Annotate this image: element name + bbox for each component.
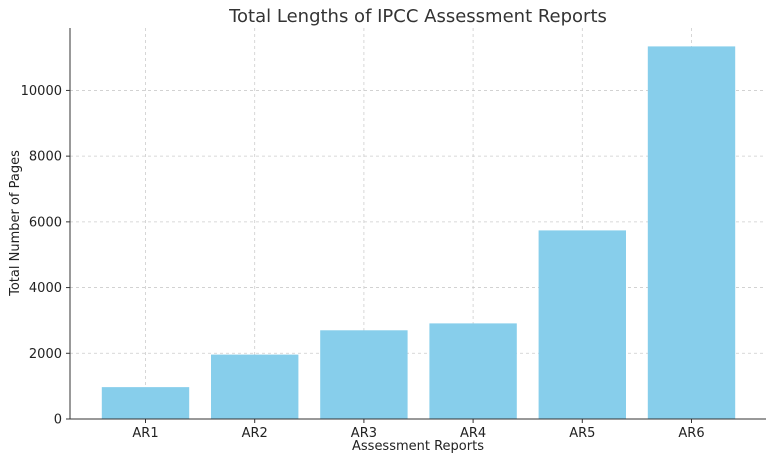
y-tick-label: 4000: [29, 281, 62, 296]
x-axis-label: Assessment Reports: [352, 439, 484, 454]
y-tick-label: 2000: [29, 347, 62, 362]
bar-ar4: [429, 323, 517, 419]
y-tick-label: 6000: [29, 215, 62, 230]
bar-ar6: [647, 46, 736, 420]
y-tick-label: 0: [54, 413, 62, 428]
bar-ar3: [320, 330, 408, 419]
x-tick-label: AR4: [460, 426, 486, 441]
x-tick-label: AR1: [132, 426, 158, 441]
bars: [101, 46, 736, 420]
bar-ar1: [101, 387, 190, 419]
axes: [69, 28, 766, 420]
x-tick-label: AR2: [242, 426, 268, 441]
y-axis-label: Total Number of Pages: [8, 150, 23, 297]
x-tick-label: AR6: [678, 426, 704, 441]
bar-ar2: [211, 354, 299, 419]
chart-title: Total Lengths of IPCC Assessment Reports: [228, 6, 607, 27]
x-tick-label: AR3: [351, 426, 377, 441]
x-tick-label: AR5: [569, 426, 595, 441]
bar-ar5: [538, 230, 626, 419]
y-tick-label: 8000: [29, 150, 62, 165]
y-tick-label: 10000: [21, 84, 62, 99]
ticks: 0 2000 4000 6000 8000 10000 AR1 AR2 AR3 AR4 AR5 AR6: [21, 84, 705, 441]
